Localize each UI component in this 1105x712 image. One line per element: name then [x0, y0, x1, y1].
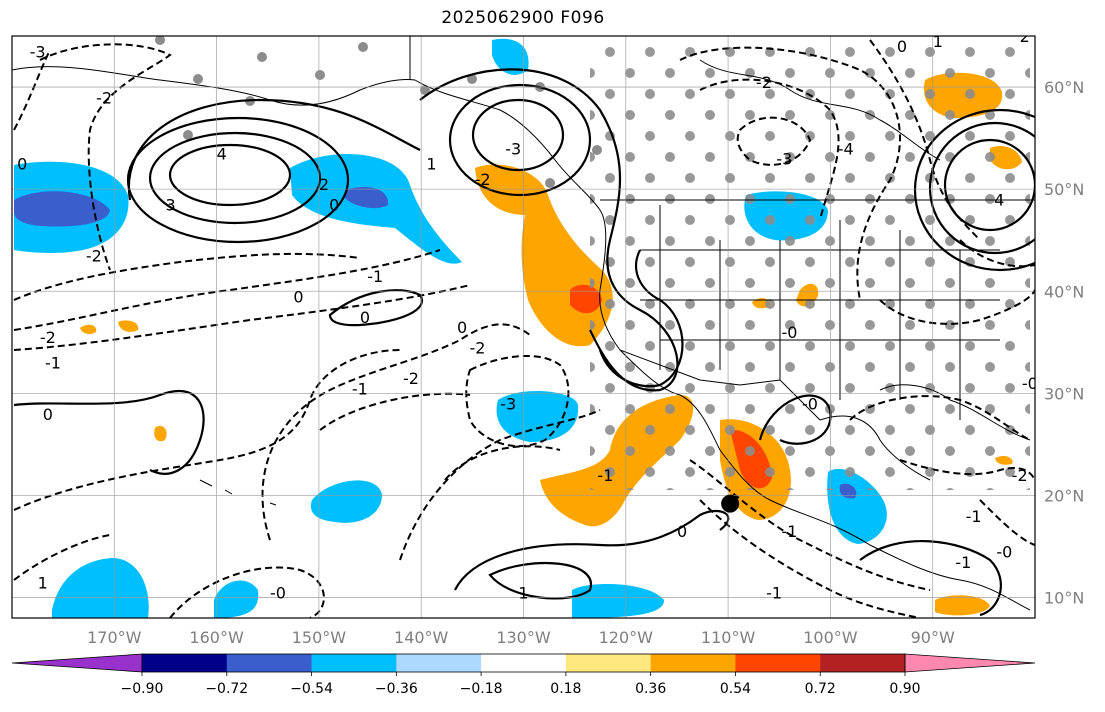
station-dots: [590, 40, 1030, 490]
colorbar-extend-high: [904, 653, 1036, 673]
location-marker: [721, 494, 740, 513]
lon-tick-label: 170°W: [87, 628, 142, 647]
contour-label: 0: [293, 287, 303, 306]
contour-label: 0: [360, 308, 370, 327]
gridlines: [12, 36, 1035, 618]
contour-label: 4: [217, 144, 227, 163]
map-frame: [11, 35, 1036, 619]
contour-label: -2: [1012, 466, 1028, 485]
dashed-contours: [13, 39, 1035, 618]
station-dots-west: [155, 36, 602, 188]
contour-label: -2: [40, 328, 56, 347]
lon-tick-label: 90°W: [911, 628, 955, 647]
colorbar-outline: [141, 653, 906, 673]
longitude-tick-labels: 170°W 160°W 150°W 140°W 130°W 120°W 110°W 100°W…: [87, 628, 955, 647]
contour-label: -0: [996, 543, 1012, 562]
contour-label: -2: [86, 247, 102, 266]
contour-label: 1: [933, 32, 943, 51]
contour-label: -1: [352, 379, 368, 398]
contour-label: 3: [165, 195, 175, 214]
contour-label: -1: [766, 583, 782, 602]
contour-label: -1: [367, 267, 383, 286]
contour-label: -0: [782, 323, 798, 342]
lon-tick-label: 140°W: [394, 628, 449, 647]
latitude-tick-labels: 60°N 50°N 40°N 30°N 20°N 10°N: [1044, 78, 1084, 608]
lon-tick-label: 160°W: [189, 628, 244, 647]
contour-label: 1: [426, 155, 436, 174]
colorbar-tick-labels: −0.90 −0.72 −0.54 −0.36 −0.18 0.18 0.36 0.54 0.7…: [121, 672, 921, 697]
contour-label: 1: [38, 573, 48, 592]
colorbar-segment: [735, 654, 821, 672]
contour-label: 0: [457, 318, 467, 337]
contour-label: -4: [838, 139, 854, 158]
lat-tick-label: 60°N: [1044, 78, 1084, 97]
colorbar-segment: [142, 654, 228, 672]
lon-tick-label: 110°W: [701, 628, 756, 647]
colorbar-segment: [565, 654, 652, 672]
contour-label: -0: [1022, 374, 1038, 393]
contour-label: 4: [994, 190, 1004, 209]
contour-label: -1: [966, 507, 982, 526]
contour-label: 0: [17, 155, 27, 174]
lat-tick-label: 40°N: [1044, 282, 1084, 301]
map-title: 2025062900 F096: [441, 8, 605, 28]
colorbar-tick-label: 0.90: [889, 681, 920, 697]
contour-label: 2: [1020, 27, 1030, 46]
colorbar-segment: [820, 654, 906, 672]
colorbar-tick-label: 0.36: [635, 681, 666, 697]
lat-tick-label: 20°N: [1044, 486, 1084, 505]
contour-label: -3: [776, 150, 792, 169]
contour-label: -2: [469, 338, 485, 357]
colorbar-extend-low: [11, 653, 143, 673]
contour-label: -1: [597, 466, 613, 485]
contour-label: -1: [45, 354, 61, 373]
lon-tick-label: 100°W: [803, 628, 858, 647]
coastlines: [12, 36, 1035, 611]
contour-label: -1: [782, 522, 798, 541]
colorbar-segment: [396, 654, 482, 672]
contour-label: -2: [475, 170, 491, 189]
lat-tick-label: 30°N: [1044, 384, 1084, 403]
contour-label: -3: [30, 42, 46, 61]
contour-label: -3: [505, 139, 521, 158]
colorbar-tick-label: 0.72: [805, 681, 836, 697]
lon-tick-label: 120°W: [599, 628, 654, 647]
colorbar-tick-label: −0.36: [375, 681, 418, 697]
colorbar-tick-label: 0.54: [720, 681, 751, 697]
lon-tick-label: 150°W: [292, 628, 347, 647]
solid-contours: [13, 68, 1035, 617]
lat-tick-label: 50°N: [1044, 180, 1084, 199]
contour-label: -0: [802, 395, 818, 414]
contour-label: -2: [403, 369, 419, 388]
contour-label: 2: [319, 175, 329, 194]
contour-labels: 4320-1-2-2-2-1-300001-2-30-2-1-2-3-101-1…: [17, 27, 1038, 602]
contour-label: -1: [955, 553, 971, 572]
contour-label: -3: [500, 395, 516, 414]
contour-label: -0: [270, 583, 286, 602]
colorbar-tick-label: −0.90: [121, 681, 164, 697]
colorbar-segment: [481, 654, 567, 672]
contour-label: 1: [518, 583, 528, 602]
colorbar-tick-label: −0.54: [290, 681, 333, 697]
contour-label: -2: [756, 73, 772, 92]
colorbar-segment: [650, 654, 736, 672]
lon-tick-label: 130°W: [496, 628, 551, 647]
colorbar-tick-label: 0.18: [550, 681, 581, 697]
contour-label: 0: [329, 195, 339, 214]
colorbar-segment: [226, 654, 313, 672]
colorbar-tick-label: −0.72: [205, 681, 248, 697]
colorbar-tick-label: −0.18: [460, 681, 503, 697]
contour-label: -2: [96, 88, 112, 107]
colorbar-segment: [311, 654, 397, 672]
colorbar: [11, 653, 1036, 673]
contour-label: 0: [897, 37, 907, 56]
lat-tick-label: 10°N: [1044, 589, 1084, 608]
contour-label: 0: [677, 522, 687, 541]
contour-label: 0: [43, 405, 53, 424]
